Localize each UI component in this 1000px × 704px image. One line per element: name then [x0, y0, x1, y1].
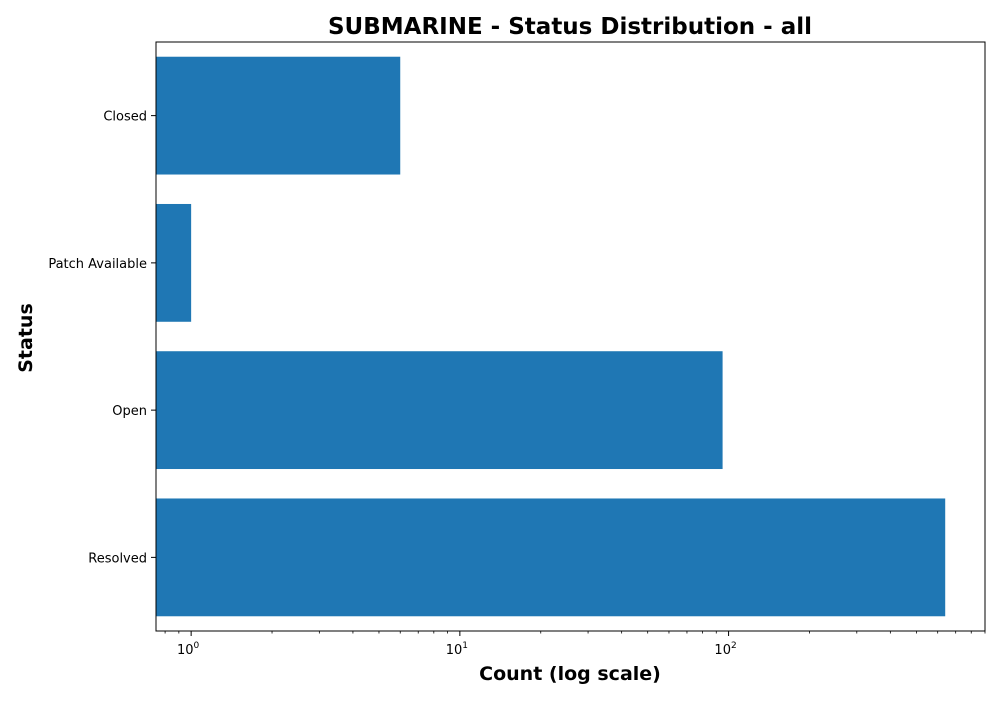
- chart-title: SUBMARINE - Status Distribution - all: [328, 14, 812, 40]
- y-tick-label: Closed: [103, 110, 147, 125]
- ticks-layer: Closed Patch Available Open Resolved 100 101 1…: [48, 110, 986, 658]
- y-tick-label: Open: [112, 404, 147, 419]
- y-tick-label: Patch Available: [48, 257, 147, 272]
- bar: [156, 203, 192, 322]
- x-tick-label: 101: [446, 641, 468, 658]
- bars-layer: [156, 56, 946, 617]
- bar: [156, 351, 723, 470]
- bar: [156, 498, 946, 617]
- bar: [156, 56, 401, 175]
- y-axis-title: Status: [15, 303, 37, 373]
- x-tick-label: 100: [177, 641, 200, 658]
- plot-frame: [155, 41, 986, 632]
- y-tick-label: Resolved: [88, 551, 147, 566]
- x-tick-label: 102: [714, 641, 736, 658]
- x-axis-title: Count (log scale): [479, 663, 661, 685]
